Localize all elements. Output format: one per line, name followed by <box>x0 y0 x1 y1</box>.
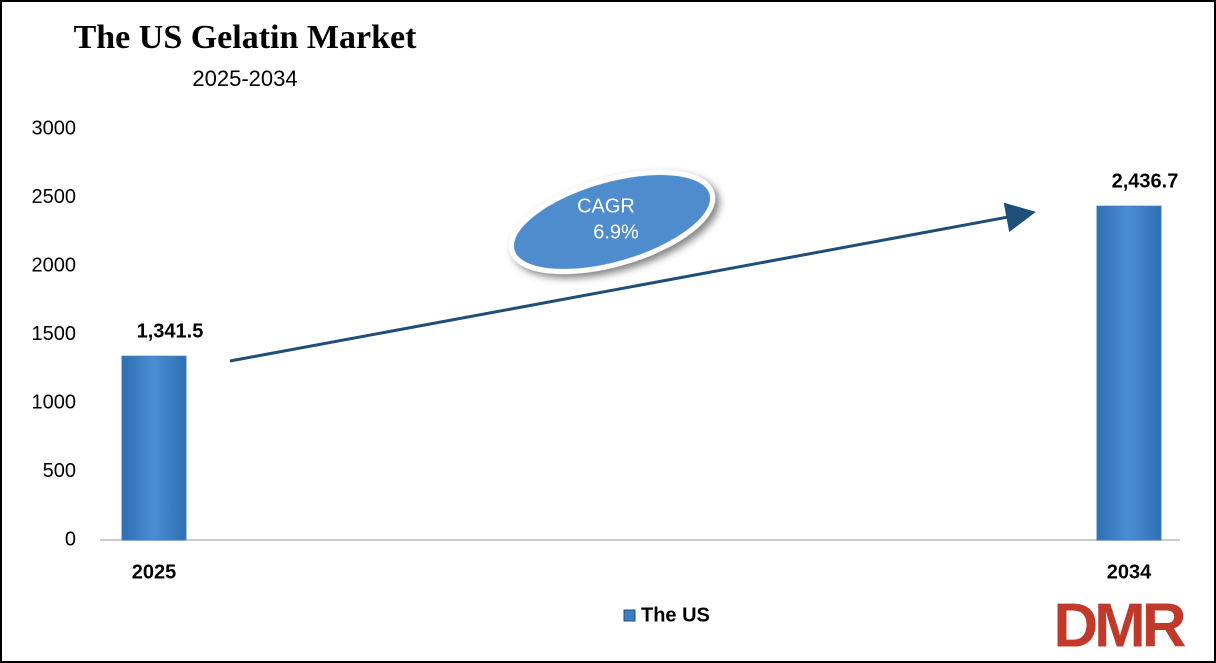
bar <box>1096 205 1162 541</box>
trend-arrow <box>229 202 1036 363</box>
x-tick-label: 2034 <box>1107 561 1152 583</box>
data-label: 1,341.5 <box>137 320 204 342</box>
y-tick-label: 1000 <box>32 391 77 413</box>
chart-title: The US Gelatin Market <box>74 19 417 56</box>
legend-swatch <box>623 609 636 622</box>
y-tick-label: 1500 <box>32 323 77 345</box>
y-tick-label: 2500 <box>32 186 77 208</box>
cagr-value: 6.9% <box>593 221 639 243</box>
cagr-label: CAGR <box>577 195 635 217</box>
y-tick-label: 500 <box>43 460 76 482</box>
cagr-ellipse <box>508 169 716 275</box>
chart-subtitle: 2025-2034 <box>192 66 297 91</box>
y-tick-label: 0 <box>65 528 76 550</box>
legend-label: The US <box>641 604 710 626</box>
y-tick-label: 3000 <box>32 117 77 139</box>
cagr-badge <box>508 169 716 275</box>
data-label: 2,436.7 <box>1112 170 1179 192</box>
bar <box>121 355 187 541</box>
y-tick-label: 2000 <box>32 254 77 276</box>
x-tick-label: 2025 <box>132 561 177 583</box>
logo: DMR <box>1053 591 1185 660</box>
